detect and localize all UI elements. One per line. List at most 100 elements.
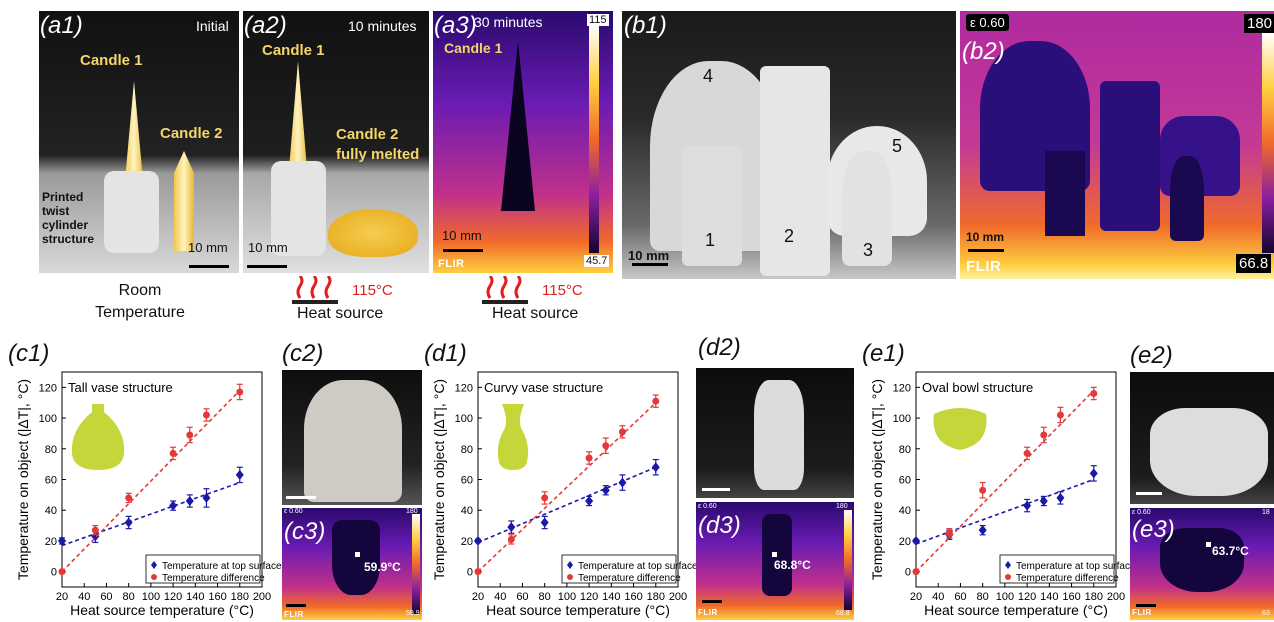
data-point	[913, 568, 920, 575]
temperature-reading: 63.7°C	[1212, 544, 1249, 558]
colorbar-min: 66.8	[1236, 254, 1271, 273]
measure-point	[1206, 542, 1211, 547]
y-tick-label: 40	[899, 505, 911, 517]
panel-label-e2: (e2)	[1130, 342, 1173, 370]
heat-source-label: Heat source	[297, 305, 383, 323]
colorbar-max: 180	[836, 503, 848, 510]
printed-structure-label: Printed twist cylinder structure	[42, 190, 112, 246]
temperature-reading: 68.8°C	[774, 558, 811, 572]
data-point	[236, 388, 243, 395]
x-tick-label: 20	[910, 591, 922, 603]
y-tick-label: 40	[461, 505, 473, 517]
y-tick-label: 120	[455, 382, 473, 394]
flir-logo: FLIR	[966, 258, 1001, 275]
x-tick-label: 200	[669, 591, 687, 603]
temperature-reading: 59.9°C	[364, 560, 401, 574]
legend-label: Temperature at top surface	[578, 561, 698, 572]
y-tick-label: 80	[899, 444, 911, 456]
y-tick-label: 0	[467, 567, 473, 579]
x-tick-label: 200	[253, 591, 271, 603]
y-tick-label: 120	[893, 382, 911, 394]
legend-marker	[1005, 574, 1011, 580]
data-point	[1057, 412, 1064, 419]
flir-logo: FLIR	[284, 610, 304, 619]
panel-label-a2: (a2)	[244, 12, 287, 40]
state-label: 10 minutes	[348, 18, 416, 34]
heat-source-label: Heat source	[492, 305, 578, 323]
vase-number-5: 5	[892, 136, 902, 157]
colorbar-max: 180	[1244, 14, 1274, 33]
legend-label: Temperature at top surface	[1016, 561, 1136, 572]
candle-2	[174, 151, 194, 251]
y-tick-label: 100	[455, 413, 473, 425]
data-point	[125, 494, 132, 501]
panel-label-b1: (b1)	[624, 12, 667, 40]
state-label: 30 minutes	[474, 14, 542, 30]
y-axis-label: Temperature on object (|ΔT|, °C)	[869, 379, 885, 580]
thermal-image-b2	[960, 11, 1274, 279]
vase-number-3: 3	[863, 240, 873, 261]
emissivity-label: ε 0.60	[966, 14, 1009, 31]
candle-1-label: Candle 1	[444, 40, 502, 56]
scale-label: 10 mm	[966, 230, 1004, 244]
y-tick-label: 60	[45, 475, 57, 487]
data-point	[979, 487, 986, 494]
candle-2-label: Candle 2 fully melted	[336, 125, 419, 165]
heat-temperature-label: 115°C	[542, 282, 583, 299]
data-point	[92, 527, 99, 534]
vase-number-2: 2	[784, 226, 794, 247]
panel-label-a3: (a3)	[434, 12, 477, 40]
x-tick-label: 200	[1107, 591, 1125, 603]
heat-temperature-label: 115°C	[352, 282, 393, 299]
room-temperature-caption: Room Temperature	[80, 280, 200, 324]
panel-label-c3: (c3)	[284, 518, 325, 546]
data-point	[203, 412, 210, 419]
data-point	[1040, 431, 1047, 438]
melted-wax	[328, 209, 418, 257]
colorbar-min: 68.8	[836, 610, 850, 617]
legend-marker	[151, 574, 157, 580]
colorbar	[589, 25, 599, 253]
scale-label: 10 mm	[188, 240, 228, 255]
candle-2-label: Candle 2	[160, 125, 223, 142]
candle-1-label: Candle 1	[262, 42, 325, 59]
data-point	[508, 536, 515, 543]
printed-cylinder	[104, 171, 159, 253]
legend-marker	[567, 574, 573, 580]
legend-label: Temperature difference	[578, 573, 681, 584]
y-tick-label: 80	[461, 444, 473, 456]
x-tick-label: 20	[472, 591, 484, 603]
emissivity-label: ε 0.60	[284, 508, 303, 515]
scale-bar	[1136, 492, 1162, 495]
legend-label: Temperature difference	[162, 573, 265, 584]
data-point	[186, 431, 193, 438]
photo-c2	[282, 370, 422, 505]
colorbar-min: 45.7	[584, 255, 609, 267]
panel-label-d2: (d2)	[698, 334, 741, 362]
vase-number-1: 1	[705, 230, 715, 251]
scale-label: 10 mm	[628, 248, 669, 263]
flir-logo: FLIR	[1132, 608, 1152, 617]
chart-c1: 20 40 60 80 100 120 140 160 180 20002040608010012…	[0, 360, 282, 622]
y-tick-label: 20	[45, 536, 57, 548]
x-tick-label: 20	[56, 591, 68, 603]
data-point	[652, 398, 659, 405]
legend-label: Temperature at top surface	[162, 561, 282, 572]
scale-bar	[247, 265, 287, 268]
cold-vase	[762, 514, 792, 596]
heat-source-icon	[480, 276, 540, 306]
photo-e2	[1130, 372, 1274, 504]
colorbar-min: 59.9	[406, 610, 420, 617]
data-point	[541, 494, 548, 501]
scale-bar	[702, 488, 730, 491]
y-tick-label: 0	[905, 567, 911, 579]
scale-bar	[286, 604, 306, 607]
cold-vase	[332, 520, 380, 595]
vase-2	[760, 66, 830, 276]
scale-label: 10 mm	[442, 228, 482, 243]
y-tick-label: 40	[45, 505, 57, 517]
y-axis-label: Temperature on object (|ΔT|, °C)	[15, 379, 31, 580]
y-tick-label: 20	[461, 536, 473, 548]
scale-bar	[189, 265, 229, 268]
panel-label-a1: (a1)	[40, 12, 83, 40]
